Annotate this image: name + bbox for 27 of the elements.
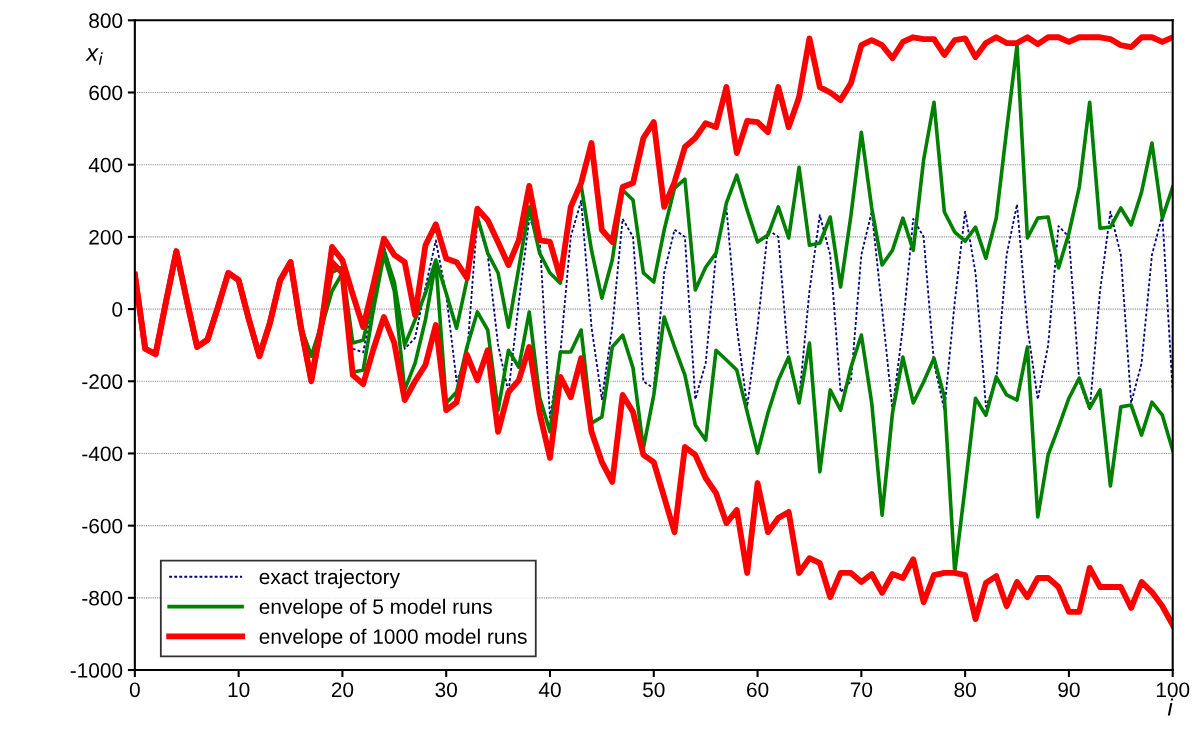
x-tick-label: 0 (129, 682, 140, 698)
x-tick-label: 30 (435, 682, 457, 698)
x-tick-label: 80 (954, 682, 976, 698)
x-axis-title: i (1167, 698, 1174, 716)
x-tick-label: 90 (1058, 682, 1080, 698)
line-series (351, 199, 1173, 419)
x-tick-label: 70 (850, 682, 873, 698)
y-tick-label: 200 (89, 229, 123, 245)
x-tick-label: 10 (228, 682, 250, 698)
y-tick-label: 0 (112, 302, 123, 317)
y-axis-title: x$_{i}$ (85, 48, 103, 65)
x-tick-label: 100 (1156, 682, 1190, 698)
y-tick-label: 800 (89, 13, 123, 29)
x-tick-label: 20 (331, 682, 354, 698)
y-tick-label: 600 (89, 85, 123, 101)
y-tick-label: -600 (82, 518, 123, 534)
y-tick-label: 400 (88, 157, 123, 173)
x-tick-label: 60 (747, 682, 769, 698)
y-tick-label: -1000 (70, 663, 123, 678)
x-tick-label: 50 (643, 682, 665, 698)
y-tick-label: -200 (82, 374, 123, 390)
x-tick-label: 40 (538, 682, 561, 698)
y-tick-label: -400 (82, 446, 123, 462)
legend-label: envelope of 5 model runs (259, 598, 492, 619)
y-tick-label: -800 (82, 590, 123, 606)
legend-label: envelope of 1000 model runs (259, 628, 527, 649)
legend-label: exact trajectory (259, 568, 400, 589)
